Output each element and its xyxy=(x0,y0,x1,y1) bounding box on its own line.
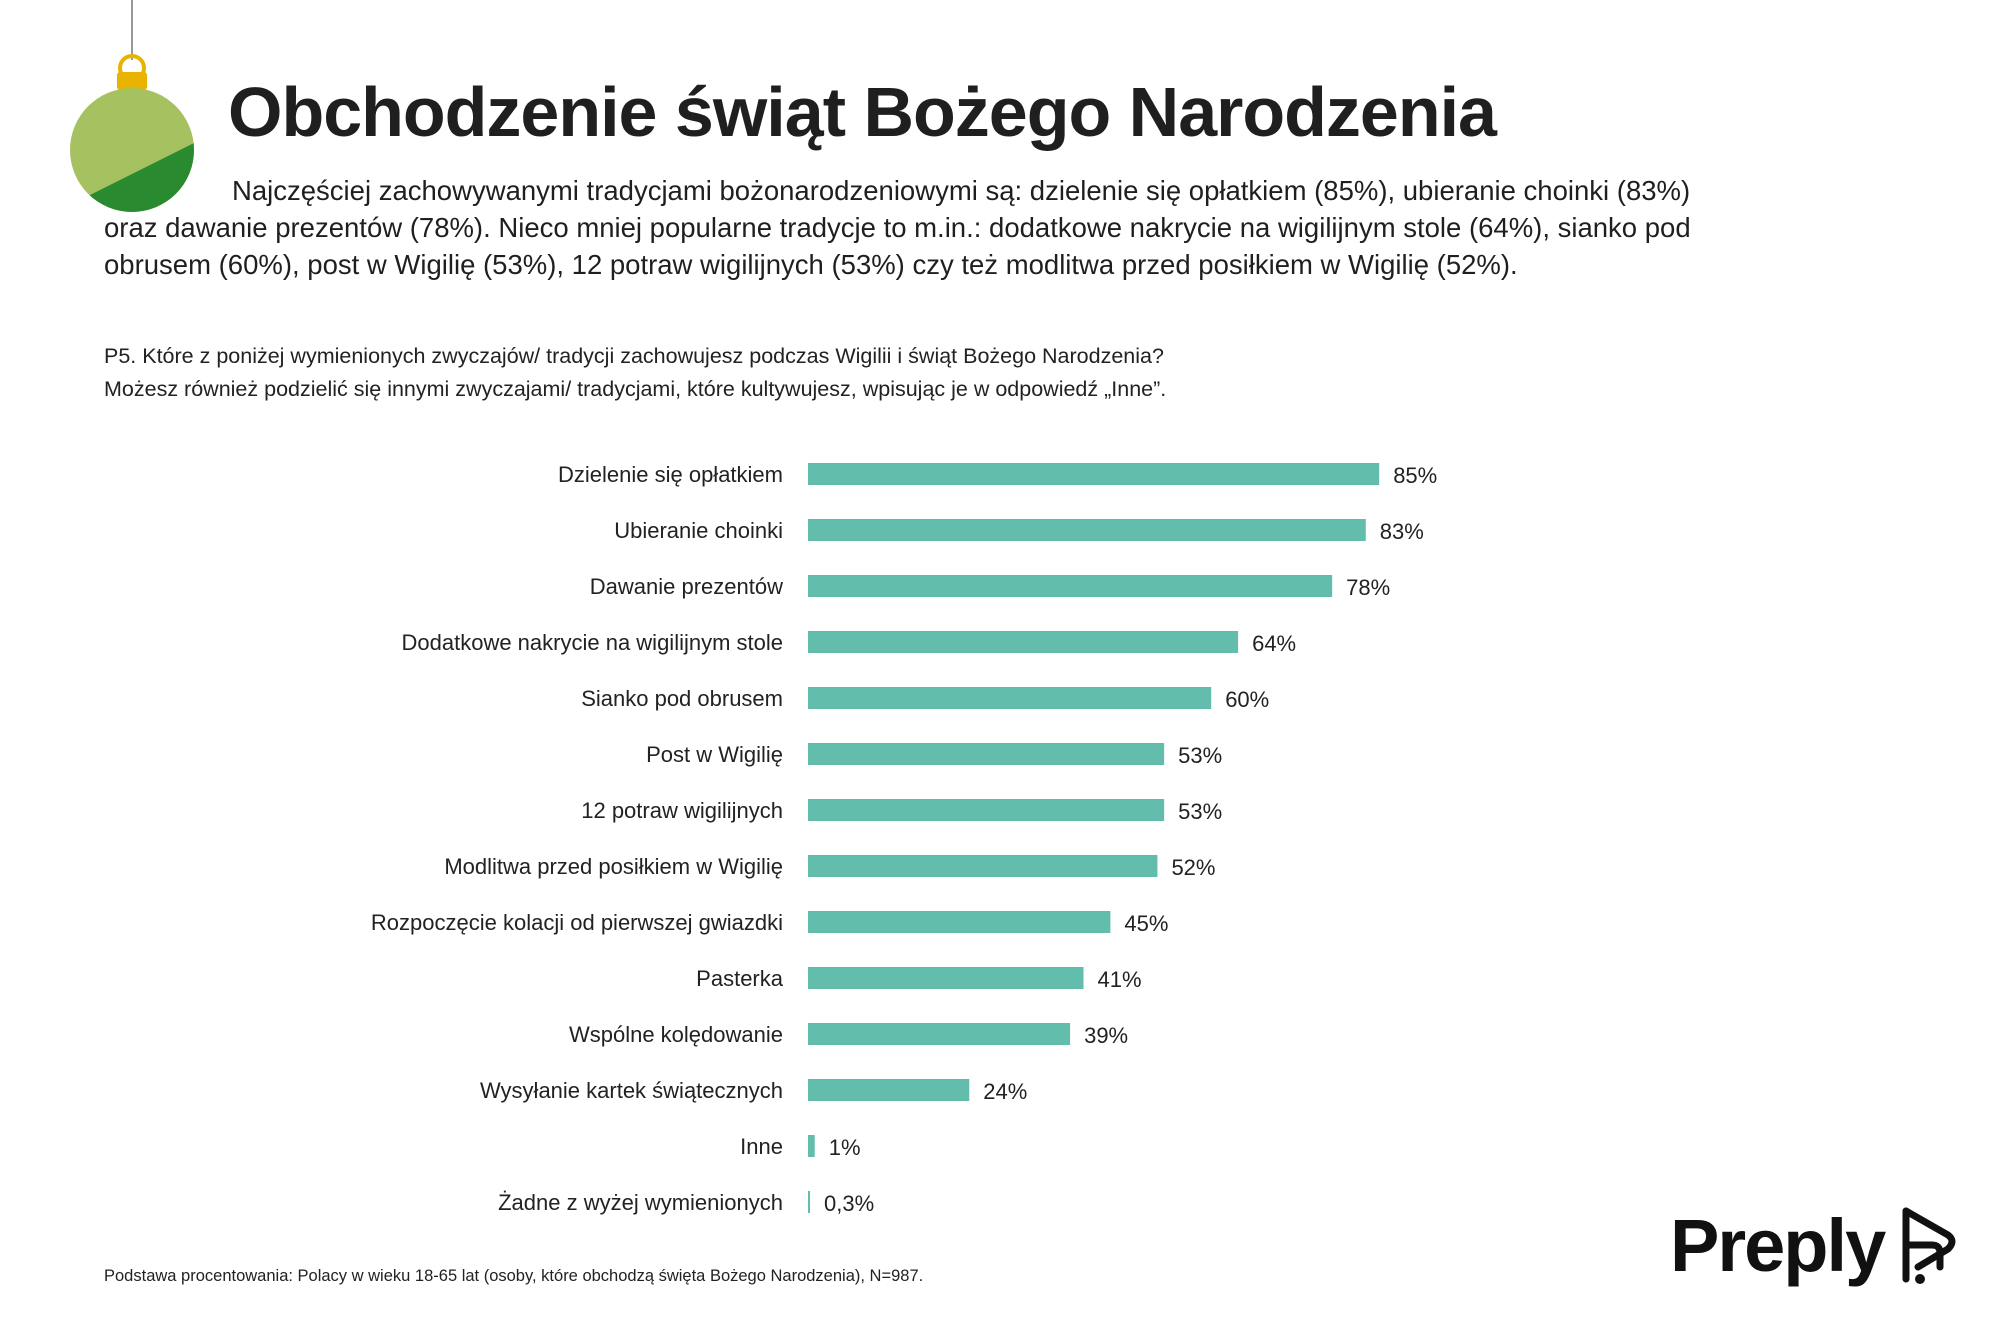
value-label: 39% xyxy=(1084,1023,1128,1048)
bar xyxy=(808,911,1111,933)
category-label: Ubieranie choinki xyxy=(614,518,783,543)
bar xyxy=(808,1135,815,1157)
category-label: 12 potraw wigilijnych xyxy=(581,798,783,823)
value-label: 78% xyxy=(1346,575,1390,600)
footnote: Podstawa procentowania: Polacy w wieku 1… xyxy=(104,1267,924,1285)
value-label: 64% xyxy=(1252,631,1296,656)
bar xyxy=(808,743,1165,765)
category-label: Dawanie prezentów xyxy=(590,574,783,599)
brand-name: Preply xyxy=(1670,1204,1886,1287)
bar-chart: Dzielenie się opłatkiem 85% Ubieranie choi… xyxy=(371,462,1437,1216)
value-label: 0,3% xyxy=(824,1191,874,1216)
category-label: Wspólne kolędowanie xyxy=(569,1022,783,1047)
category-label: Dodatkowe nakrycie na wigilijnym stole xyxy=(402,630,784,655)
value-label: 41% xyxy=(1098,967,1142,992)
survey-question-line-1: P5. Które z poniżej wymienionych zwyczaj… xyxy=(104,344,1164,368)
category-label: Sianko pod obrusem xyxy=(581,686,783,711)
value-label: 53% xyxy=(1178,743,1222,768)
bar xyxy=(808,463,1380,485)
value-label: 60% xyxy=(1225,687,1269,712)
preply-mark-icon xyxy=(1902,1207,1956,1284)
bar xyxy=(808,1023,1071,1045)
value-label: 1% xyxy=(829,1135,861,1160)
category-label: Rozpoczęcie kolacji od pierwszej gwiazdk… xyxy=(371,910,783,935)
category-label: Inne xyxy=(740,1134,783,1159)
intro-paragraph: Najczęściej zachowywanymi tradycjami boż… xyxy=(104,175,1691,280)
bar xyxy=(808,799,1165,821)
category-label: Pasterka xyxy=(696,966,784,991)
bar xyxy=(808,1191,811,1213)
value-label: 45% xyxy=(1124,911,1168,936)
survey-question-line-2: Możesz również podzielić się innymi zwyc… xyxy=(104,377,1167,401)
bar xyxy=(808,967,1084,989)
category-label: Żadne z wyżej wymienionych xyxy=(498,1190,783,1215)
bar xyxy=(808,519,1366,541)
christmas-ornament-icon xyxy=(70,0,194,212)
bar xyxy=(808,1079,970,1101)
category-label: Modlitwa przed posiłkiem w Wigilię xyxy=(444,854,783,879)
value-label: 85% xyxy=(1393,463,1437,488)
page-title: Obchodzenie świąt Bożego Narodzenia xyxy=(228,73,1497,151)
value-label: 53% xyxy=(1178,799,1222,824)
category-label: Post w Wigilię xyxy=(646,742,783,767)
value-label: 83% xyxy=(1380,519,1424,544)
survey-question: P5. Które z poniżej wymienionych zwyczaj… xyxy=(104,340,1604,406)
bar xyxy=(808,687,1212,709)
bar xyxy=(808,575,1333,597)
brand-logo: Preply xyxy=(1670,1205,1960,1287)
category-label: Wysyłanie kartek świątecznych xyxy=(480,1078,783,1103)
bar xyxy=(808,631,1239,653)
value-label: 52% xyxy=(1171,855,1215,880)
value-label: 24% xyxy=(983,1079,1027,1104)
bar xyxy=(808,855,1158,877)
category-label: Dzielenie się opłatkiem xyxy=(558,462,783,487)
